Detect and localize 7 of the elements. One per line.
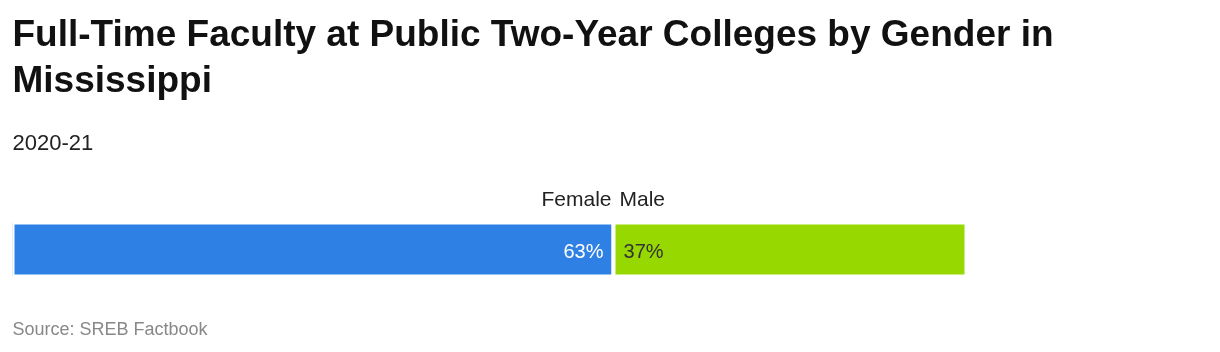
data-label: 37% (623, 239, 664, 262)
source-note: Source: SREB Factbook (12, 318, 209, 339)
series-label: Male (619, 187, 666, 210)
chart-subtitle: 2020-21 (12, 129, 94, 155)
chart-title: Full-Time Faculty at Public Two-Year Colleges by Gender in Mississippi (12, 12, 1054, 100)
series-label: Female (541, 187, 612, 210)
data-label: 63% (563, 239, 604, 262)
